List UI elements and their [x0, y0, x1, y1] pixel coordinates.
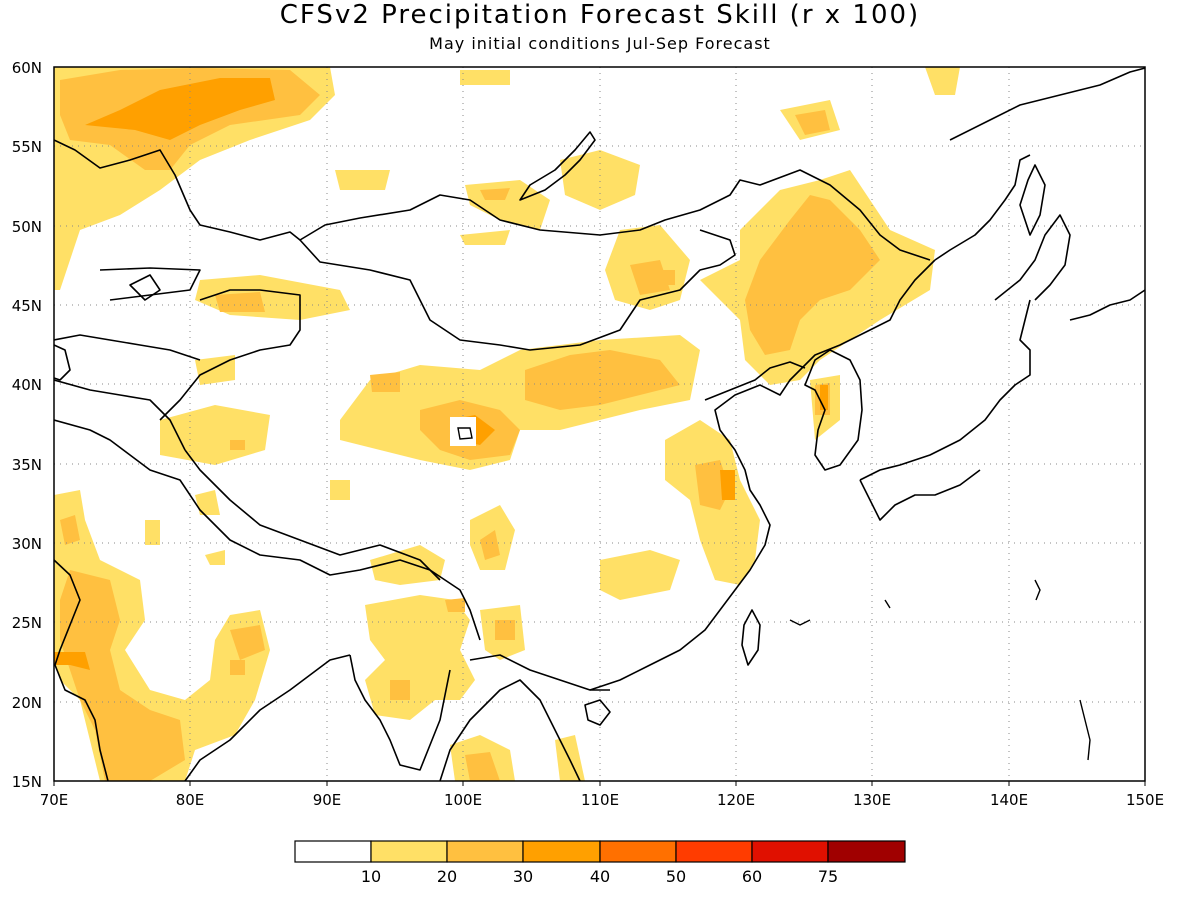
skill-fill-layer [54, 67, 960, 781]
map-subtitle: May initial conditions Jul-Sep Forecast [429, 34, 771, 53]
lon-tick-label: 110E [581, 791, 619, 809]
lat-tick-label: 25N [12, 614, 42, 632]
colorbar-swatch [675, 840, 753, 863]
colorbar: 10 20 30 40 50 60 75 [294, 840, 906, 886]
lon-tick-label: 140E [990, 791, 1028, 809]
colorbar-label: 60 [742, 867, 762, 886]
coastlines-borders [54, 67, 1145, 781]
lon-tick-label: 120E [717, 791, 755, 809]
lat-tick-label: 60N [12, 59, 42, 77]
lon-tick-label: 150E [1126, 791, 1164, 809]
colorbar-label: 20 [437, 867, 457, 886]
colorbar-swatch [827, 840, 906, 863]
lon-tick-label: 70E [40, 791, 69, 809]
colorbar-label: 75 [818, 867, 838, 886]
lon-tick-label: 130E [853, 791, 891, 809]
lat-tick-label: 55N [12, 138, 42, 156]
lat-tick-label: 30N [12, 535, 42, 553]
colorbar-swatch [522, 840, 601, 863]
colorbar-swatch [446, 840, 524, 863]
lat-tick-label: 40N [12, 376, 42, 394]
colorbar-label: 30 [513, 867, 533, 886]
lon-tick-label: 80E [176, 791, 205, 809]
lon-tick-label: 90E [313, 791, 342, 809]
colorbar-swatch [294, 840, 372, 863]
colorbar-label: 50 [666, 867, 686, 886]
lakes-islands [450, 417, 1091, 761]
colorbar-label: 40 [590, 867, 610, 886]
lat-tick-label: 35N [12, 456, 42, 474]
lon-tick-labels: 70E 80E 90E 100E 110E 120E 130E 140E 150… [40, 791, 1164, 809]
lon-tick-label: 100E [444, 791, 482, 809]
colorbar-label: 10 [361, 867, 381, 886]
lat-tick-label: 45N [12, 297, 42, 315]
map-title: CFSv2 Precipitation Forecast Skill (r x … [279, 0, 921, 30]
lat-tick-label: 15N [12, 773, 42, 791]
lat-tick-label: 20N [12, 694, 42, 712]
colorbar-swatch [751, 840, 829, 863]
axis-tick-marks [53, 781, 1146, 786]
lat-tick-label: 50N [12, 218, 42, 236]
lat-tick-labels: 60N 55N 50N 45N 40N 35N 30N 25N 20N 15N [12, 59, 42, 791]
colorbar-swatch [599, 840, 677, 863]
colorbar-swatch [370, 840, 448, 863]
